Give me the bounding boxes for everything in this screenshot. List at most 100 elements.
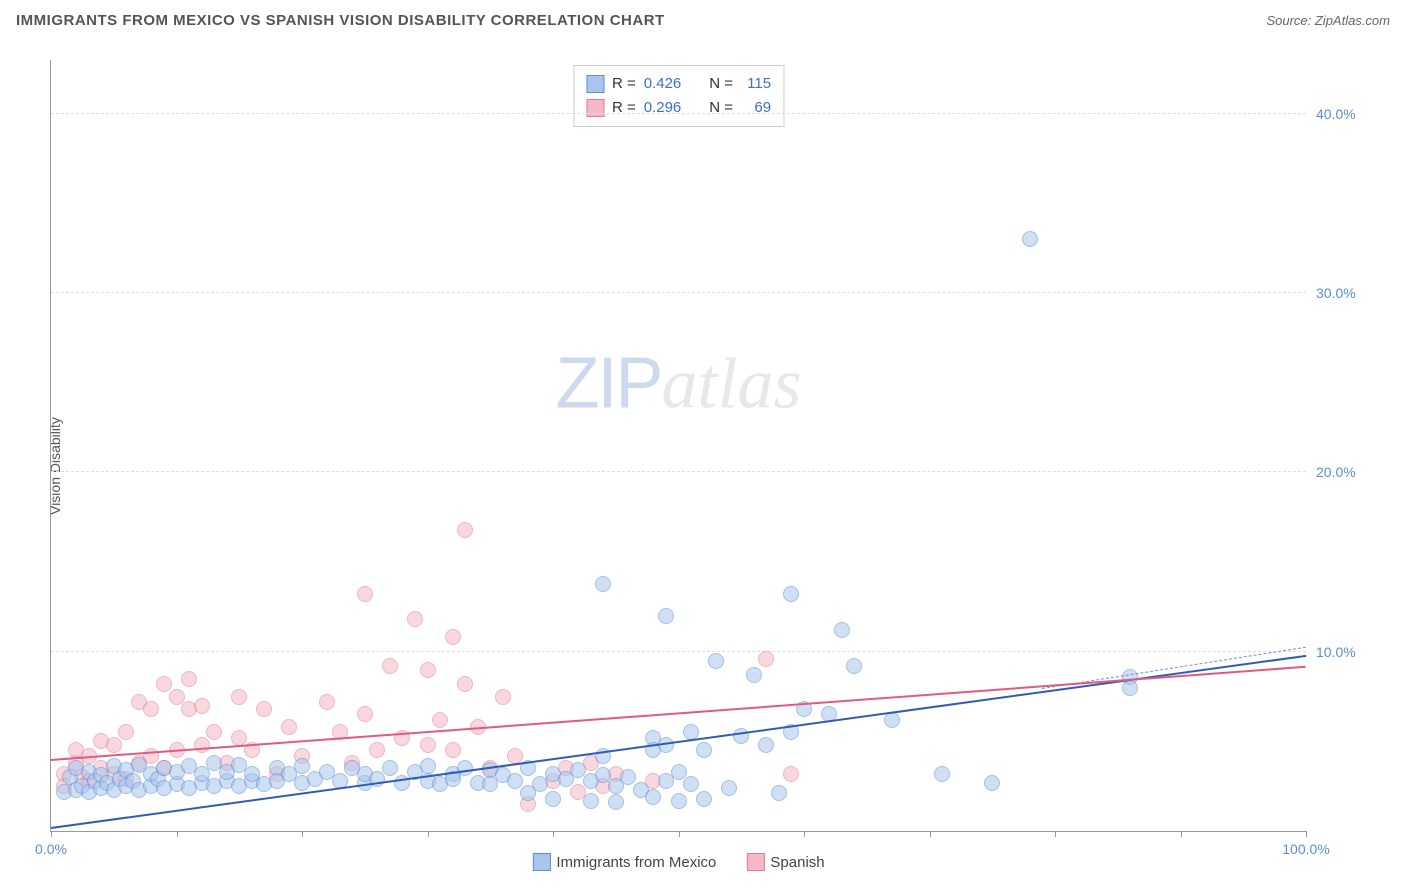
data-point (445, 629, 461, 645)
legend-r-label: R = (612, 72, 636, 96)
x-tick (428, 831, 429, 837)
gridline-h (51, 113, 1306, 114)
legend-row: R =0.426N =115 (586, 72, 771, 96)
data-point (846, 658, 862, 674)
gridline-h (51, 471, 1306, 472)
watermark-atlas: atlas (661, 343, 801, 423)
data-point (595, 576, 611, 592)
x-tick (1306, 831, 1307, 837)
data-point (708, 653, 724, 669)
x-tick (51, 831, 52, 837)
x-tick (930, 831, 931, 837)
data-point (369, 742, 385, 758)
data-point (457, 760, 473, 776)
plot-region: ZIPatlas R =0.426N =115R =0.296N =69 Imm… (50, 60, 1306, 832)
data-point (545, 791, 561, 807)
data-point (457, 522, 473, 538)
data-point (457, 676, 473, 692)
data-point (1022, 231, 1038, 247)
data-point (382, 658, 398, 674)
legend-swatch (746, 853, 764, 871)
data-point (206, 724, 222, 740)
data-point (696, 742, 712, 758)
data-point (181, 671, 197, 687)
data-point (407, 611, 423, 627)
trend-line (51, 666, 1306, 761)
x-tick-label: 0.0% (35, 841, 67, 857)
x-tick (679, 831, 680, 837)
legend-swatch (586, 99, 604, 117)
data-point (783, 586, 799, 602)
data-point (507, 773, 523, 789)
data-point (194, 698, 210, 714)
data-point (445, 742, 461, 758)
data-point (420, 737, 436, 753)
source-attribution: Source: ZipAtlas.com (1266, 13, 1390, 28)
series-legend-item: Immigrants from Mexico (532, 853, 716, 871)
data-point (231, 689, 247, 705)
correlation-legend: R =0.426N =115R =0.296N =69 (573, 65, 784, 127)
legend-n-label: N = (709, 96, 733, 120)
y-tick-label: 40.0% (1316, 106, 1376, 122)
series-legend-label: Spanish (770, 854, 824, 871)
x-tick (804, 831, 805, 837)
data-point (721, 780, 737, 796)
data-point (696, 791, 712, 807)
data-point (382, 760, 398, 776)
legend-r-value: 0.296 (644, 96, 682, 120)
x-tick (1181, 831, 1182, 837)
data-point (934, 766, 950, 782)
series-legend: Immigrants from Mexico Spanish (532, 853, 824, 871)
legend-r-label: R = (612, 96, 636, 120)
data-point (620, 769, 636, 785)
data-point (294, 758, 310, 774)
data-point (683, 776, 699, 792)
data-point (733, 728, 749, 744)
chart-header: IMMIGRANTS FROM MEXICO VS SPANISH VISION… (0, 0, 1406, 40)
data-point (671, 764, 687, 780)
data-point (746, 667, 762, 683)
source-name: ZipAtlas.com (1315, 13, 1390, 28)
data-point (357, 706, 373, 722)
data-point (771, 785, 787, 801)
data-point (357, 586, 373, 602)
x-tick (553, 831, 554, 837)
legend-n-label: N = (709, 72, 733, 96)
x-tick (177, 831, 178, 837)
data-point (169, 689, 185, 705)
data-point (507, 748, 523, 764)
data-point (143, 701, 159, 717)
legend-swatch (586, 75, 604, 93)
source-prefix: Source: (1266, 13, 1314, 28)
data-point (984, 775, 1000, 791)
data-point (432, 712, 448, 728)
legend-row: R = 0.296 N = 69 (586, 96, 771, 120)
data-point (608, 794, 624, 810)
data-point (231, 730, 247, 746)
data-point (420, 758, 436, 774)
data-point (834, 622, 850, 638)
series-legend-item: Spanish (746, 853, 824, 871)
y-tick-label: 20.0% (1316, 464, 1376, 480)
gridline-h (51, 292, 1306, 293)
y-tick-label: 30.0% (1316, 285, 1376, 301)
chart-area: Vision Disability ZIPatlas R =0.426N =11… (0, 40, 1406, 892)
data-point (156, 676, 172, 692)
watermark-zip: ZIP (555, 343, 661, 423)
data-point (281, 719, 297, 735)
series-legend-label: Immigrants from Mexico (556, 854, 716, 871)
data-point (671, 793, 687, 809)
data-point (106, 737, 122, 753)
legend-n-value: 115 (741, 72, 771, 96)
legend-n-value: 69 (741, 96, 771, 120)
x-tick (302, 831, 303, 837)
x-tick (1055, 831, 1056, 837)
data-point (783, 766, 799, 782)
data-point (758, 737, 774, 753)
data-point (420, 662, 436, 678)
data-point (319, 694, 335, 710)
y-tick-label: 10.0% (1316, 644, 1376, 660)
data-point (658, 608, 674, 624)
data-point (118, 724, 134, 740)
chart-title: IMMIGRANTS FROM MEXICO VS SPANISH VISION… (16, 12, 665, 29)
